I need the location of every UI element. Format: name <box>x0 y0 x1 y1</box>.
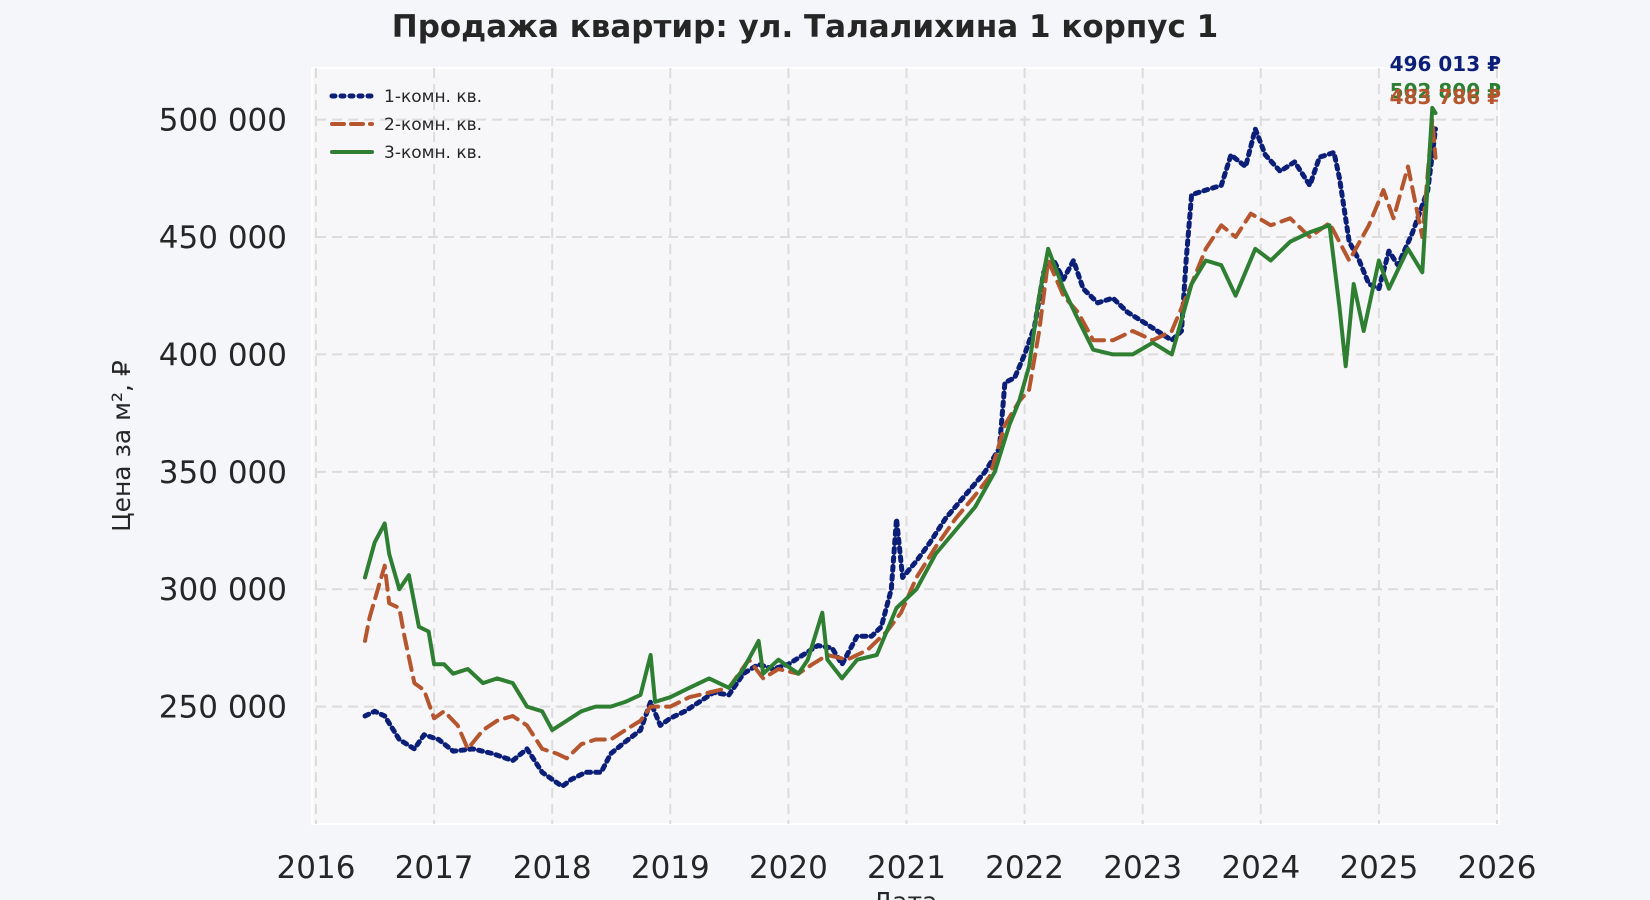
y-tick-label: 300 000 <box>159 572 287 608</box>
y-tick-label: 250 000 <box>159 690 287 726</box>
x-tick-label: 2025 <box>1339 850 1418 886</box>
end-value-label-3: 502 800 ₽ <box>1390 79 1501 103</box>
x-tick-label: 2024 <box>1221 850 1300 886</box>
x-tick-label: 2026 <box>1458 850 1537 886</box>
chart-title: Продажа квартир: ул. Талалихина 1 корпус… <box>392 9 1218 45</box>
y-ticks: 250 000 300 000 350 000 400 000 450 000 500 0… <box>159 103 287 726</box>
y-tick-label: 400 000 <box>159 337 287 373</box>
series-line-2 <box>363 117 1438 761</box>
y-tick-label: 500 000 <box>159 103 287 139</box>
legend-label-1: 1-комн. кв. <box>384 87 482 107</box>
x-tick-label: 2020 <box>749 850 828 886</box>
x-axis-label: Дата <box>873 887 938 900</box>
y-tick-label: 450 000 <box>159 220 287 256</box>
x-tick-label: 2018 <box>513 850 592 886</box>
series-line-1 <box>362 126 1438 789</box>
legend-label-3: 3-комн. кв. <box>384 143 482 163</box>
y-tick-label: 350 000 <box>159 455 287 491</box>
legend-label-2: 2-комн. кв. <box>384 115 482 135</box>
x-ticks: 2016 2017 2018 2019 2020 2021 2022 2023 2024 2025… <box>277 850 1537 886</box>
end-value-label-2: 483 786 ₽ <box>1390 85 1501 109</box>
end-value-label-1: 496 013 ₽ <box>1390 52 1501 76</box>
legend: 1-комн. кв. 2-комн. кв. 3-комн. кв. <box>329 87 482 163</box>
x-tick-label: 2016 <box>277 850 356 886</box>
series-line-3 <box>363 105 1438 733</box>
x-tick-label: 2019 <box>631 850 710 886</box>
series-group <box>362 105 1438 789</box>
x-tick-label: 2021 <box>867 850 946 886</box>
x-tick-label: 2023 <box>1103 850 1182 886</box>
end-labels: 496 013 ₽ 502 800 ₽483 786 ₽ <box>1390 52 1501 109</box>
y-axis-label: Цена за м², ₽ <box>107 360 136 532</box>
x-tick-label: 2022 <box>985 850 1064 886</box>
x-tick-label: 2017 <box>395 850 474 886</box>
